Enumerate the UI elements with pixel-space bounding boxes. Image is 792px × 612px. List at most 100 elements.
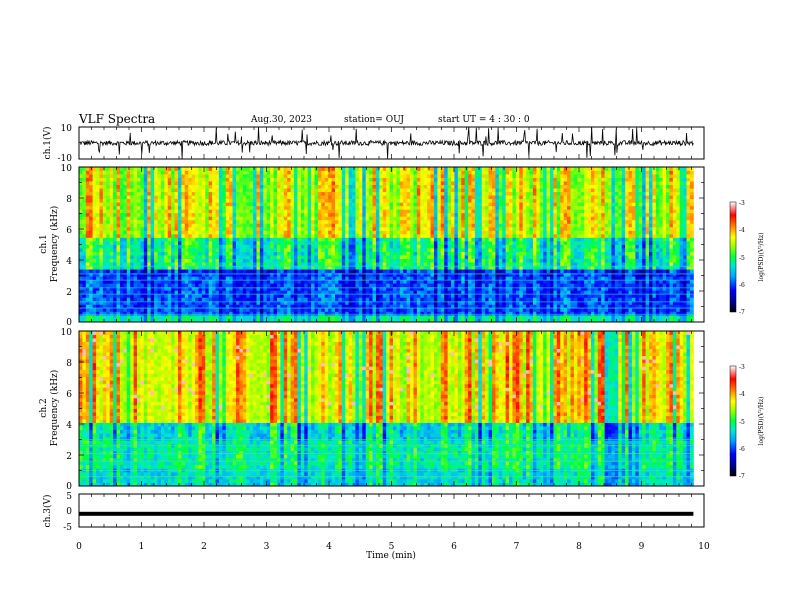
spectrogram-cell bbox=[331, 205, 336, 210]
spectrogram-cell bbox=[283, 184, 288, 189]
spectrogram-cell bbox=[96, 318, 100, 323]
spectrogram-cell bbox=[386, 177, 390, 182]
spectrogram-cell bbox=[133, 314, 138, 319]
spectrogram-cell bbox=[164, 307, 169, 312]
spectrogram-cell bbox=[160, 230, 165, 235]
spectrogram-cell bbox=[99, 205, 104, 210]
spectrogram-cell bbox=[341, 230, 346, 235]
spectrogram-cell bbox=[440, 314, 445, 319]
spectrogram-cell bbox=[99, 177, 104, 182]
spectrogram-cell bbox=[99, 262, 104, 267]
spectrogram-cell bbox=[273, 237, 278, 242]
spectrogram-cell bbox=[294, 181, 298, 186]
spectrogram-cell bbox=[171, 293, 175, 298]
spectrogram-cell bbox=[259, 293, 264, 298]
spectrogram-cell bbox=[225, 304, 230, 309]
spectrogram-cell bbox=[140, 258, 145, 263]
spectrogram-cell bbox=[126, 240, 131, 245]
spectrogram-cell bbox=[372, 290, 377, 295]
spectrogram-cell bbox=[372, 283, 377, 288]
spectrogram-cell bbox=[253, 216, 257, 221]
spectrogram-cell bbox=[352, 205, 356, 210]
spectrogram-cell bbox=[399, 258, 404, 263]
spectrogram-cell bbox=[205, 279, 210, 284]
spectrogram-cell bbox=[297, 286, 302, 291]
spectrogram-cell bbox=[109, 181, 114, 186]
spectrogram-cell bbox=[123, 251, 128, 256]
spectrogram-cell bbox=[266, 290, 271, 295]
spectrogram-cell bbox=[294, 279, 298, 284]
spectrogram-cell bbox=[102, 226, 107, 231]
spectrogram-cell bbox=[338, 202, 343, 207]
spectrogram-cell bbox=[184, 307, 189, 312]
spectrogram-cell bbox=[389, 181, 394, 186]
spectrogram-cell bbox=[444, 304, 449, 309]
spectrogram-cell bbox=[433, 255, 438, 259]
spectrogram-cell bbox=[317, 209, 322, 214]
spectrogram-cell bbox=[375, 283, 380, 288]
spectrogram-cell bbox=[365, 244, 370, 249]
spectrogram-cell bbox=[375, 184, 380, 189]
spectrogram-cell bbox=[440, 237, 445, 242]
spectrogram-cell bbox=[423, 307, 428, 312]
spectrogram-cell bbox=[382, 318, 387, 323]
spectrogram-cell bbox=[212, 304, 216, 309]
spectrogram-cell bbox=[365, 223, 370, 228]
spectrogram-cell bbox=[191, 174, 196, 178]
spectrogram-cell bbox=[294, 223, 298, 228]
spectrogram-cell bbox=[126, 283, 131, 288]
spectrogram-cell bbox=[130, 174, 135, 178]
spectrogram-cell bbox=[437, 255, 442, 259]
spectrogram-cell bbox=[372, 223, 377, 228]
spectrogram-cell bbox=[167, 279, 172, 284]
spectrogram-cell bbox=[454, 191, 459, 196]
spectrogram-cell bbox=[423, 202, 428, 207]
spectrogram-cell bbox=[362, 269, 367, 274]
spectrogram-cell bbox=[164, 230, 169, 235]
spectrogram-cell bbox=[338, 167, 343, 171]
spectrogram-cell bbox=[276, 297, 281, 302]
spectrogram-cell bbox=[208, 230, 213, 235]
spectrogram-cell bbox=[89, 167, 94, 171]
spectrogram-cell bbox=[222, 219, 227, 224]
spectrogram-cell bbox=[451, 216, 455, 221]
spectrogram-cell bbox=[79, 216, 83, 221]
spectrogram-cell bbox=[174, 300, 179, 305]
spectrogram-cell bbox=[358, 297, 363, 302]
spectrogram-cell bbox=[352, 198, 356, 203]
spectrogram-cell bbox=[181, 212, 186, 217]
spectrogram-cell bbox=[123, 184, 128, 189]
spectrogram-cell bbox=[232, 300, 237, 305]
spectrogram-cell bbox=[430, 195, 435, 200]
spectrogram-cell bbox=[352, 202, 356, 207]
spectrogram-cell bbox=[358, 202, 363, 207]
spectrogram-cell bbox=[334, 279, 339, 284]
spectrogram-cell bbox=[338, 290, 343, 295]
spectrogram-cell bbox=[440, 205, 445, 210]
spectrogram-cell bbox=[137, 184, 141, 189]
spectrogram-cell bbox=[150, 188, 155, 193]
spectrogram-cell bbox=[317, 237, 322, 242]
spectrogram-cell bbox=[263, 240, 268, 245]
spectrogram-cell bbox=[109, 272, 114, 277]
spectrogram-cell bbox=[92, 318, 97, 323]
spectrogram-cell bbox=[454, 170, 459, 175]
spectrogram-cell bbox=[143, 311, 148, 316]
spectrogram-cell bbox=[317, 188, 322, 193]
spectrogram-cell bbox=[304, 251, 309, 256]
spectrogram-cell bbox=[382, 304, 387, 309]
spectrogram-cell bbox=[311, 230, 315, 235]
spectrogram-cell bbox=[444, 191, 449, 196]
spectrogram-cell bbox=[263, 297, 268, 302]
spectrogram-cell bbox=[253, 244, 257, 249]
spectrogram-cell bbox=[266, 265, 271, 270]
spectrogram-cell bbox=[345, 283, 350, 288]
spectrogram-cell bbox=[246, 216, 251, 221]
spectrogram-cell bbox=[375, 244, 380, 249]
spectrogram-cell bbox=[352, 226, 356, 231]
spectrogram-cell bbox=[242, 262, 247, 267]
spectrogram-cell bbox=[160, 233, 165, 238]
spectrogram-cell bbox=[420, 177, 425, 182]
spectrogram-cell bbox=[198, 283, 203, 288]
spectrogram-cell bbox=[212, 290, 216, 295]
